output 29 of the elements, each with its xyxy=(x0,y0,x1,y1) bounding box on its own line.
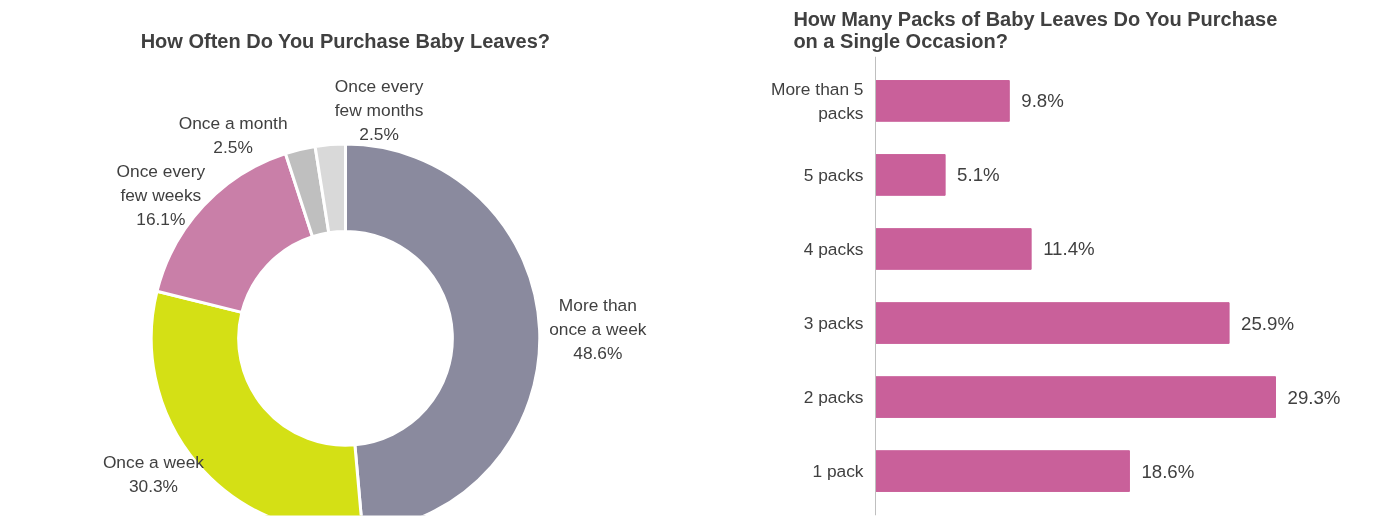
y-tick-label: More than 5 packs xyxy=(771,78,864,123)
bar xyxy=(875,376,1276,418)
y-tick-label: 3 packs xyxy=(803,313,864,334)
data-label: 29.3% xyxy=(1287,386,1341,408)
slice-label: Once a month xyxy=(178,112,288,133)
chart-title: How Often Do You Purchase Baby Leaves? xyxy=(140,29,551,52)
data-label: 25.9% xyxy=(1241,312,1294,334)
data-label: 5.1% xyxy=(957,164,1000,186)
y-tick-label: 4 packs xyxy=(803,238,864,259)
data-label: 16.1% xyxy=(136,209,186,230)
data-label: 2.5% xyxy=(213,136,253,157)
bar xyxy=(875,450,1130,492)
data-label: 9.8% xyxy=(1021,90,1064,112)
bar xyxy=(875,228,1032,270)
bar xyxy=(875,154,946,196)
data-label: 30.3% xyxy=(128,476,179,497)
slice-label: Once every few weeks xyxy=(116,161,206,206)
y-tick-label: 1 pack xyxy=(812,461,864,482)
chart-title: How Many Packs of Baby Leaves Do You Purchase on a Single Occasion? xyxy=(793,7,1278,52)
slice-label: More than once a week xyxy=(549,295,647,340)
y-tick-label: 5 packs xyxy=(803,164,864,185)
slice-label: Once every few months xyxy=(334,76,424,121)
data-label: 2.5% xyxy=(359,124,399,145)
data-label: 48.6% xyxy=(573,343,623,364)
data-label: 11.4% xyxy=(1043,238,1095,260)
bar xyxy=(875,80,1010,122)
y-tick-label: 2 packs xyxy=(803,387,864,408)
data-label: 18.6% xyxy=(1141,460,1195,482)
bar xyxy=(875,302,1230,344)
